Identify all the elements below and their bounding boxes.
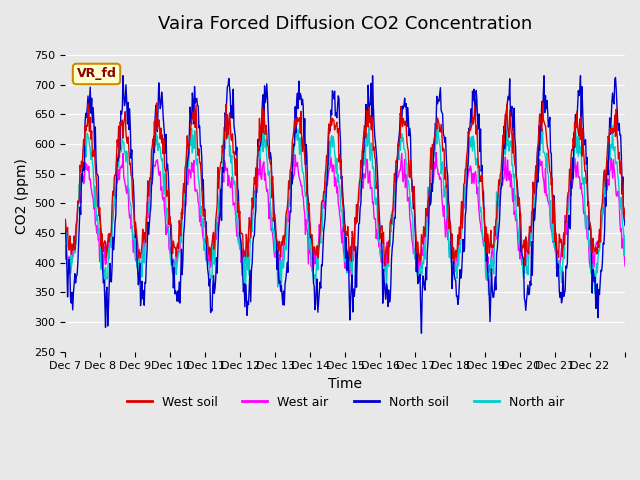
Legend: West soil, West air, North soil, North air: West soil, West air, North soil, North a… [122,391,569,414]
Title: Vaira Forced Diffusion CO2 Concentration: Vaira Forced Diffusion CO2 Concentration [158,15,532,33]
X-axis label: Time: Time [328,377,362,391]
Text: VR_fd: VR_fd [77,68,116,81]
Y-axis label: CO2 (ppm): CO2 (ppm) [15,158,29,234]
